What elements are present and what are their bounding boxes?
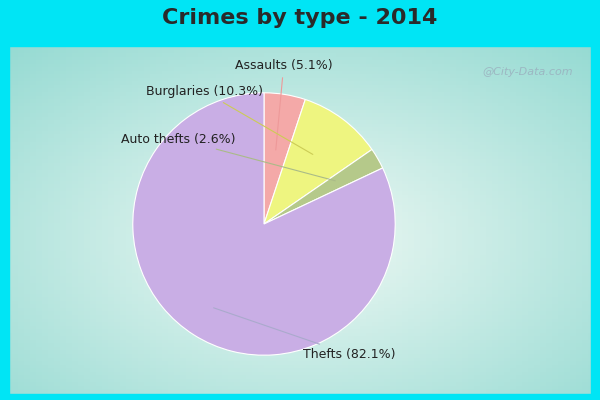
- Wedge shape: [133, 93, 395, 355]
- Bar: [0, 394, 600, 400]
- Text: @City-Data.com: @City-Data.com: [482, 67, 574, 77]
- Text: Assaults (5.1%): Assaults (5.1%): [235, 59, 332, 150]
- Text: Thefts (82.1%): Thefts (82.1%): [214, 308, 395, 361]
- Bar: [0, 0, 9, 400]
- Wedge shape: [264, 100, 372, 224]
- Bar: [591, 0, 600, 400]
- Wedge shape: [264, 93, 305, 224]
- Bar: [0, 0, 600, 46]
- Text: Burglaries (10.3%): Burglaries (10.3%): [146, 86, 313, 154]
- Text: Crimes by type - 2014: Crimes by type - 2014: [163, 8, 437, 28]
- Text: Auto thefts (2.6%): Auto thefts (2.6%): [121, 133, 335, 181]
- Wedge shape: [264, 150, 383, 224]
